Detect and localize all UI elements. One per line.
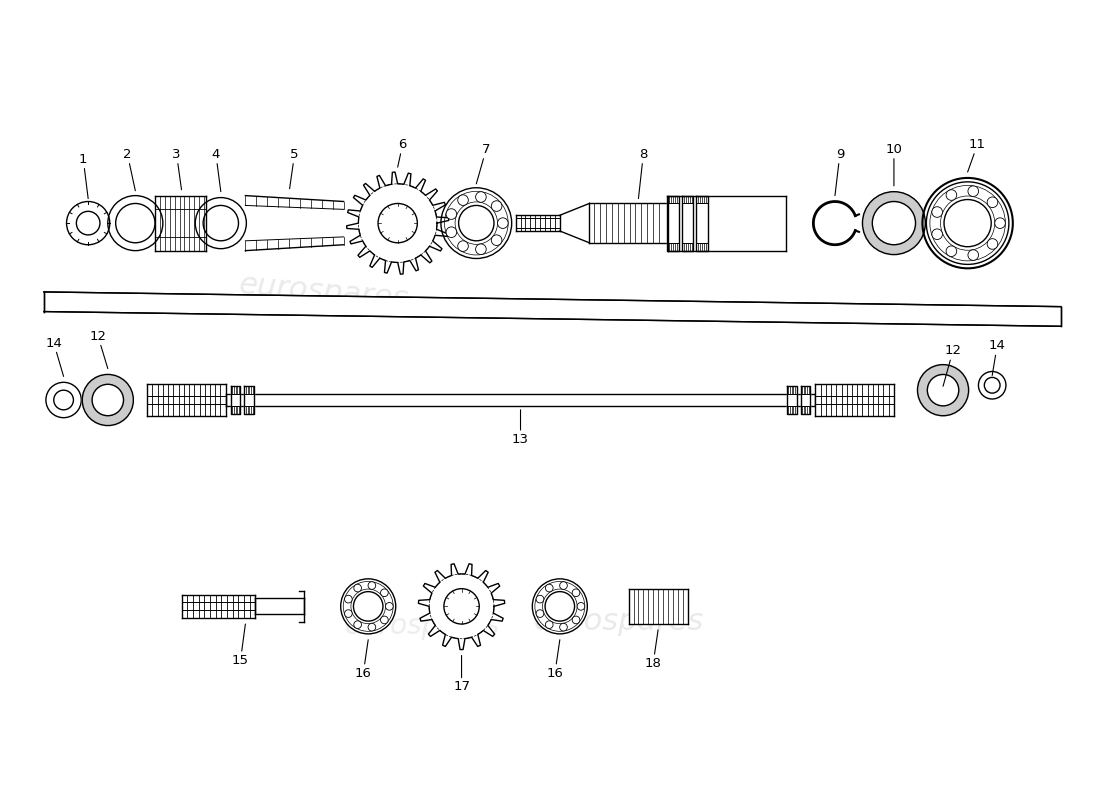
Text: 16: 16 <box>355 640 372 680</box>
Circle shape <box>572 589 580 597</box>
Circle shape <box>926 182 1009 264</box>
Circle shape <box>572 616 580 624</box>
Circle shape <box>46 382 81 418</box>
Circle shape <box>560 582 568 590</box>
Text: 7: 7 <box>476 143 491 184</box>
Circle shape <box>381 616 388 624</box>
Circle shape <box>987 197 998 207</box>
Bar <box>226 394 815 406</box>
Circle shape <box>932 229 943 239</box>
Circle shape <box>994 218 1005 229</box>
Circle shape <box>984 378 1000 393</box>
Circle shape <box>546 592 574 621</box>
Text: 12: 12 <box>89 330 108 369</box>
Polygon shape <box>245 196 343 250</box>
Bar <box>155 196 206 250</box>
Text: 5: 5 <box>289 148 299 189</box>
Text: 4: 4 <box>211 148 221 192</box>
Circle shape <box>497 218 508 229</box>
Text: 10: 10 <box>886 143 902 186</box>
Polygon shape <box>418 564 505 650</box>
Circle shape <box>944 199 991 246</box>
Bar <box>590 203 668 242</box>
Polygon shape <box>801 386 811 414</box>
Circle shape <box>978 371 1005 399</box>
Circle shape <box>354 621 362 629</box>
Text: 6: 6 <box>398 138 407 167</box>
Text: 9: 9 <box>835 148 844 196</box>
Circle shape <box>932 206 943 218</box>
Circle shape <box>447 209 456 219</box>
Circle shape <box>987 238 998 250</box>
Circle shape <box>968 186 979 197</box>
Polygon shape <box>44 292 1062 326</box>
Polygon shape <box>346 172 449 274</box>
Polygon shape <box>682 196 693 250</box>
Circle shape <box>54 390 74 410</box>
Circle shape <box>385 602 393 610</box>
Circle shape <box>475 244 486 254</box>
Text: 2: 2 <box>123 148 135 190</box>
Text: 16: 16 <box>547 640 563 680</box>
Circle shape <box>66 202 110 245</box>
Bar <box>255 598 305 614</box>
Text: eurospares: eurospares <box>238 270 410 314</box>
Polygon shape <box>244 386 254 414</box>
Circle shape <box>368 623 376 631</box>
Circle shape <box>546 584 553 592</box>
Circle shape <box>368 582 376 590</box>
Polygon shape <box>667 196 679 250</box>
Text: eurospares: eurospares <box>534 606 704 635</box>
Circle shape <box>458 241 469 251</box>
Circle shape <box>341 579 396 634</box>
Circle shape <box>381 589 388 597</box>
Text: 17: 17 <box>453 655 470 694</box>
Polygon shape <box>560 203 590 242</box>
Circle shape <box>76 211 100 235</box>
Circle shape <box>536 610 543 618</box>
Text: 11: 11 <box>968 138 986 172</box>
Circle shape <box>546 621 553 629</box>
Bar <box>516 215 560 231</box>
Text: 12: 12 <box>943 344 961 386</box>
Text: 15: 15 <box>232 624 249 667</box>
Text: 13: 13 <box>512 410 529 446</box>
Bar <box>628 589 688 624</box>
Circle shape <box>968 250 979 260</box>
Circle shape <box>344 595 352 603</box>
Circle shape <box>492 201 502 211</box>
Circle shape <box>946 190 957 200</box>
Circle shape <box>492 235 502 246</box>
Circle shape <box>441 188 512 258</box>
Text: 1: 1 <box>79 153 88 198</box>
Circle shape <box>344 610 352 618</box>
Circle shape <box>578 602 585 610</box>
Polygon shape <box>231 386 241 414</box>
Circle shape <box>946 246 957 257</box>
Text: 14: 14 <box>45 337 64 377</box>
Text: 14: 14 <box>989 339 1005 375</box>
Circle shape <box>458 195 469 206</box>
Bar <box>147 384 226 416</box>
Circle shape <box>560 623 568 631</box>
Bar <box>668 196 785 250</box>
Circle shape <box>475 192 486 202</box>
Circle shape <box>354 584 362 592</box>
Text: 3: 3 <box>173 148 182 190</box>
Bar <box>815 384 894 416</box>
Bar <box>182 594 255 618</box>
Circle shape <box>444 589 480 624</box>
Circle shape <box>378 203 417 242</box>
Circle shape <box>353 592 383 621</box>
Circle shape <box>459 206 494 241</box>
Text: 8: 8 <box>638 148 648 198</box>
Circle shape <box>447 227 456 238</box>
Circle shape <box>536 595 543 603</box>
Text: eurospares: eurospares <box>344 612 499 640</box>
Polygon shape <box>786 386 796 414</box>
Polygon shape <box>696 196 708 250</box>
Circle shape <box>532 579 587 634</box>
Text: 18: 18 <box>645 630 661 670</box>
